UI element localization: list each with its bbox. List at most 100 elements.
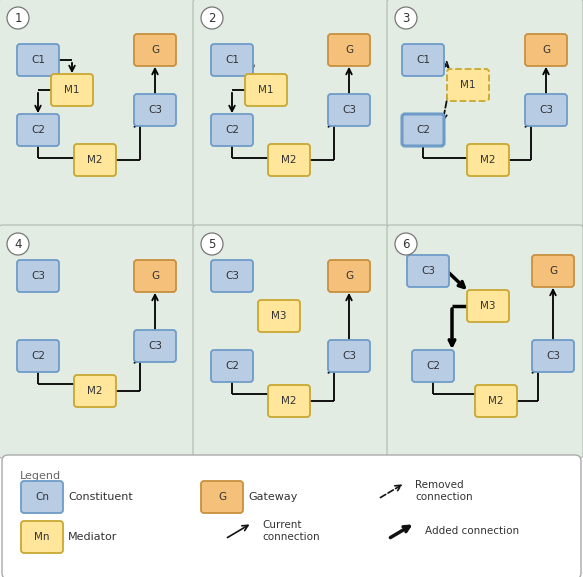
FancyBboxPatch shape — [407, 255, 449, 287]
Text: Legend: Legend — [20, 471, 61, 481]
Text: Mn: Mn — [34, 532, 50, 542]
FancyBboxPatch shape — [447, 69, 489, 101]
FancyBboxPatch shape — [17, 114, 59, 146]
Circle shape — [201, 233, 223, 255]
Circle shape — [201, 7, 223, 29]
FancyBboxPatch shape — [532, 255, 574, 287]
FancyBboxPatch shape — [211, 44, 253, 76]
Text: C3: C3 — [546, 351, 560, 361]
Text: 2: 2 — [208, 12, 216, 24]
Circle shape — [395, 7, 417, 29]
Text: C1: C1 — [31, 55, 45, 65]
Text: C1: C1 — [225, 55, 239, 65]
FancyBboxPatch shape — [402, 44, 444, 76]
Text: C3: C3 — [539, 105, 553, 115]
Text: M3: M3 — [271, 311, 287, 321]
FancyBboxPatch shape — [328, 340, 370, 372]
Text: C3: C3 — [148, 105, 162, 115]
FancyBboxPatch shape — [74, 375, 116, 407]
Text: C2: C2 — [225, 361, 239, 371]
FancyBboxPatch shape — [245, 74, 287, 106]
Text: M2: M2 — [281, 396, 297, 406]
Text: M2: M2 — [87, 155, 103, 165]
FancyBboxPatch shape — [17, 260, 59, 292]
Text: 1: 1 — [14, 12, 22, 24]
Text: M1: M1 — [64, 85, 80, 95]
FancyBboxPatch shape — [258, 300, 300, 332]
Text: C3: C3 — [342, 351, 356, 361]
FancyBboxPatch shape — [467, 290, 509, 322]
FancyBboxPatch shape — [21, 521, 63, 553]
Text: M1: M1 — [460, 80, 476, 90]
Text: C2: C2 — [31, 125, 45, 135]
Text: Mediator: Mediator — [68, 532, 117, 542]
Text: M3: M3 — [480, 301, 496, 311]
FancyBboxPatch shape — [268, 144, 310, 176]
Text: C2: C2 — [31, 351, 45, 361]
Text: M2: M2 — [488, 396, 504, 406]
Text: M2: M2 — [480, 155, 496, 165]
FancyBboxPatch shape — [0, 225, 195, 458]
FancyBboxPatch shape — [532, 340, 574, 372]
FancyBboxPatch shape — [201, 481, 243, 513]
Text: G: G — [542, 45, 550, 55]
FancyBboxPatch shape — [467, 144, 509, 176]
Text: Added connection: Added connection — [425, 526, 519, 536]
FancyBboxPatch shape — [402, 114, 444, 146]
Text: G: G — [345, 45, 353, 55]
FancyBboxPatch shape — [134, 260, 176, 292]
FancyBboxPatch shape — [0, 0, 195, 227]
Text: 5: 5 — [208, 238, 216, 250]
Text: G: G — [151, 45, 159, 55]
Text: Current
connection: Current connection — [262, 520, 319, 542]
Text: C1: C1 — [416, 55, 430, 65]
Text: Removed
connection: Removed connection — [415, 480, 473, 502]
FancyBboxPatch shape — [21, 481, 63, 513]
FancyBboxPatch shape — [475, 385, 517, 417]
FancyBboxPatch shape — [211, 114, 253, 146]
Text: Constituent: Constituent — [68, 492, 133, 502]
FancyBboxPatch shape — [211, 260, 253, 292]
FancyBboxPatch shape — [525, 34, 567, 66]
FancyBboxPatch shape — [51, 74, 93, 106]
FancyBboxPatch shape — [17, 340, 59, 372]
Text: C2: C2 — [426, 361, 440, 371]
Text: G: G — [549, 266, 557, 276]
FancyBboxPatch shape — [387, 0, 583, 227]
Text: M2: M2 — [87, 386, 103, 396]
Text: Gateway: Gateway — [248, 492, 297, 502]
Text: Cn: Cn — [35, 492, 49, 502]
FancyBboxPatch shape — [134, 94, 176, 126]
Circle shape — [395, 233, 417, 255]
Text: C3: C3 — [421, 266, 435, 276]
FancyBboxPatch shape — [268, 385, 310, 417]
FancyBboxPatch shape — [17, 44, 59, 76]
Text: 6: 6 — [402, 238, 410, 250]
FancyBboxPatch shape — [412, 350, 454, 382]
Text: 4: 4 — [14, 238, 22, 250]
FancyBboxPatch shape — [328, 34, 370, 66]
Text: C2: C2 — [225, 125, 239, 135]
Circle shape — [7, 7, 29, 29]
Text: G: G — [151, 271, 159, 281]
Text: G: G — [345, 271, 353, 281]
FancyBboxPatch shape — [328, 94, 370, 126]
FancyBboxPatch shape — [328, 260, 370, 292]
FancyBboxPatch shape — [387, 225, 583, 458]
FancyBboxPatch shape — [211, 350, 253, 382]
FancyBboxPatch shape — [74, 144, 116, 176]
FancyBboxPatch shape — [2, 455, 581, 577]
Text: C3: C3 — [342, 105, 356, 115]
Text: G: G — [218, 492, 226, 502]
FancyBboxPatch shape — [525, 94, 567, 126]
Text: 3: 3 — [402, 12, 410, 24]
Circle shape — [7, 233, 29, 255]
FancyBboxPatch shape — [193, 225, 389, 458]
FancyBboxPatch shape — [134, 34, 176, 66]
Text: C3: C3 — [148, 341, 162, 351]
Text: C2: C2 — [416, 125, 430, 135]
FancyBboxPatch shape — [134, 330, 176, 362]
FancyBboxPatch shape — [193, 0, 389, 227]
Text: M2: M2 — [281, 155, 297, 165]
Text: M1: M1 — [258, 85, 274, 95]
